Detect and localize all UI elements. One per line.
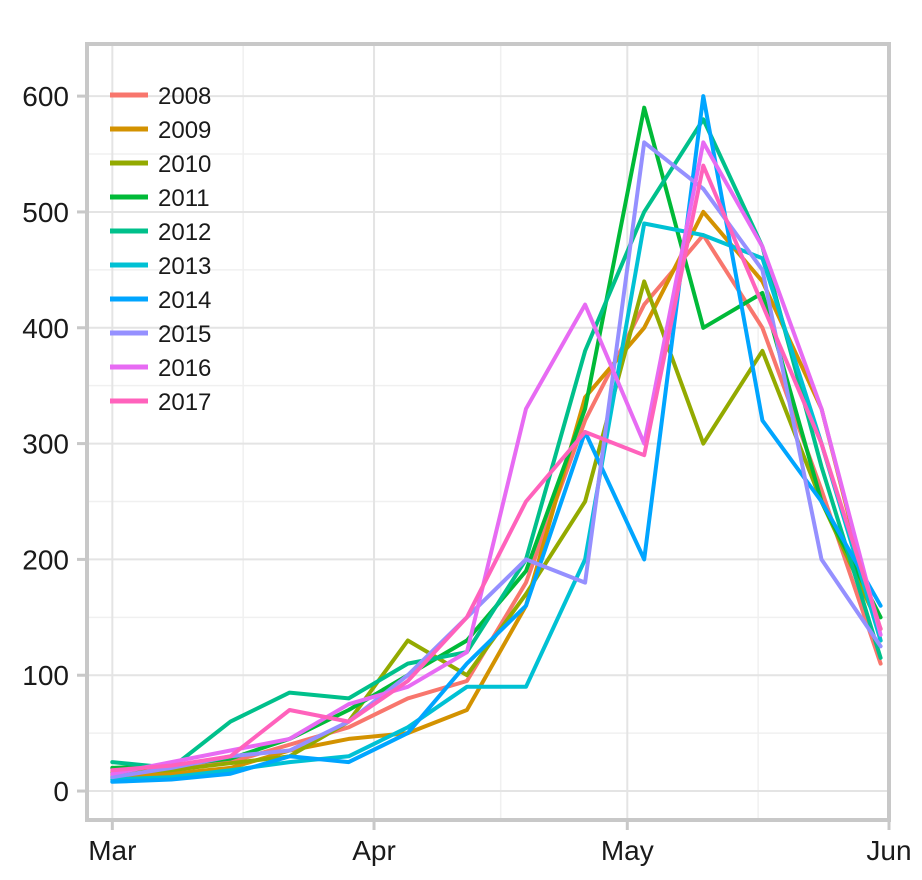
y-tick-label: 500 (22, 197, 69, 228)
series-line-2009 (110, 209, 883, 780)
series-line-2014 (110, 94, 883, 784)
y-tick-label: 100 (22, 660, 69, 691)
series-line-2017 (110, 163, 883, 773)
legend-label-2014: 2014 (158, 287, 211, 314)
legend-label-2016: 2016 (158, 355, 211, 382)
legend-label-2008: 2008 (158, 83, 211, 110)
y-tick-label: 0 (53, 776, 69, 807)
legend-label-2009: 2009 (158, 117, 211, 144)
x-tick-label: Jun (866, 835, 911, 866)
plot-frame (85, 42, 891, 822)
legend-label-2015: 2015 (158, 321, 211, 348)
y-tick-label: 200 (22, 544, 69, 575)
x-tick-label: Apr (352, 835, 396, 866)
series-line-2011 (110, 105, 883, 770)
y-tick-label: 400 (22, 313, 69, 344)
grid-major (87, 44, 890, 820)
y-tick-label: 300 (22, 429, 69, 460)
legend-label-2011: 2011 (158, 185, 210, 212)
x-tick-label: Mar (88, 835, 136, 866)
legend-label-2017: 2017 (158, 389, 211, 416)
series-lines (110, 94, 883, 784)
legend: 2008 2009 2010 2011 2012 2013 2014 2015 2016 2017 (110, 83, 211, 416)
y-tick-label: 600 (22, 81, 69, 112)
x-tick-label: May (601, 835, 654, 866)
legend-label-2010: 2010 (158, 151, 211, 178)
x-axis-ticks: Mar Apr May Jun (88, 820, 912, 866)
y-axis-ticks: 0 100 200 300 400 500 600 (22, 81, 87, 807)
series-line-2016 (110, 140, 883, 776)
legend-label-2013: 2013 (158, 253, 211, 280)
legend-label-2012: 2012 (158, 219, 211, 246)
series-line-2015 (110, 140, 883, 780)
grid-minor (87, 44, 889, 820)
